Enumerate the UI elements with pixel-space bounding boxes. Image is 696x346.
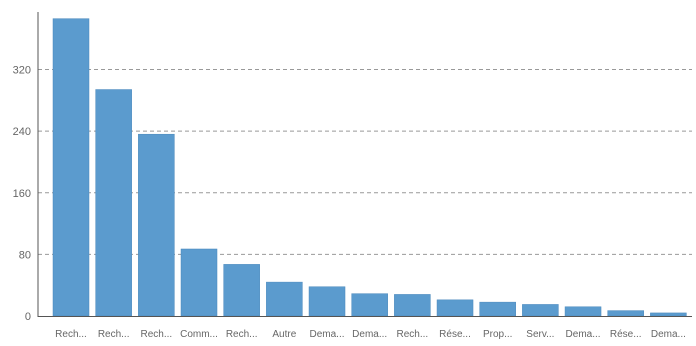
x-tick-label: Rése... (610, 329, 642, 340)
x-tick-label: Serv... (526, 329, 554, 340)
axes (37, 12, 692, 317)
x-tick-label: Autre (272, 329, 296, 340)
bar (607, 310, 644, 317)
gridlines (38, 69, 692, 255)
bar (138, 133, 175, 317)
bars (52, 18, 687, 317)
x-tick-label: Dema... (651, 329, 686, 340)
bar (308, 286, 346, 317)
x-tick-label: Dema... (352, 329, 387, 340)
bar (394, 294, 431, 317)
x-tick-label: Rése... (439, 329, 471, 340)
bar (522, 304, 559, 317)
x-tick-label: Rech... (55, 329, 87, 340)
x-tick-label: Rech... (140, 329, 172, 340)
bar (52, 18, 90, 317)
y-tick-label: 0 (25, 311, 31, 323)
bar (436, 299, 474, 317)
x-tick-labels: Rech... Rech... Rech... Comm... Rech... Autre… (55, 329, 686, 340)
bar (95, 89, 132, 317)
x-tick-label: Dema... (310, 329, 345, 340)
bar (223, 264, 260, 317)
bar (180, 248, 218, 317)
bar (479, 301, 516, 317)
x-tick-label: Rech... (226, 329, 258, 340)
x-tick-label: Comm... (180, 329, 218, 340)
bar (266, 281, 303, 317)
bar (351, 293, 388, 317)
x-tick-label: Dema... (566, 329, 601, 340)
x-tick-label: Prop... (483, 329, 512, 340)
x-tick-label: Rech... (397, 329, 429, 340)
y-tick-label: 240 (13, 126, 31, 138)
y-tick-label: 160 (13, 188, 31, 200)
y-tick-labels: 0 80 160 240 320 (13, 65, 31, 324)
bar (650, 312, 687, 317)
x-tick-label: Rech... (98, 329, 130, 340)
bar (564, 306, 602, 317)
y-tick-label: 80 (19, 249, 31, 261)
y-tick-label: 320 (13, 65, 31, 77)
